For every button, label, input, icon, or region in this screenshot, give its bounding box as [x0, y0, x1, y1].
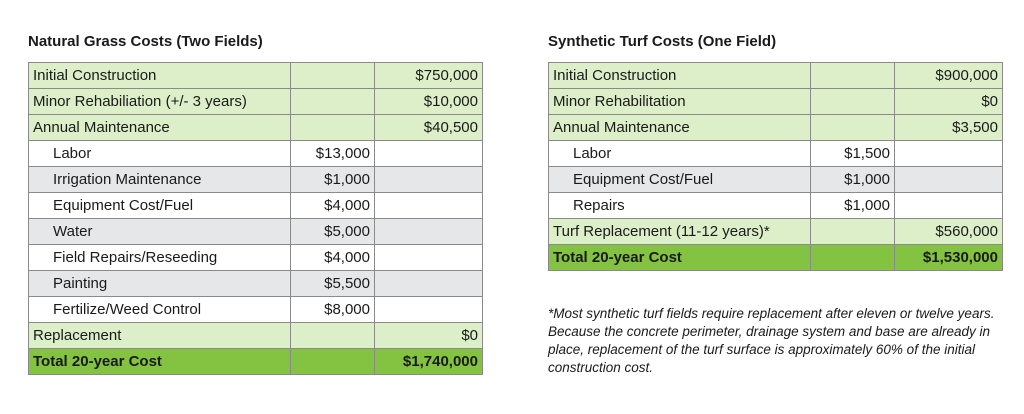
row-total-value: $900,000: [894, 62, 1003, 89]
row-sub-value: [810, 244, 895, 271]
row-label: Initial Construction: [28, 62, 291, 89]
table-row: Initial Construction $750,000: [28, 62, 483, 89]
table-row: Minor Rehabilitation $0: [548, 88, 1003, 115]
table-row: Annual Maintenance $3,500: [548, 114, 1003, 141]
row-sub-value: [810, 218, 895, 245]
table-row: Field Repairs/Reseeding $4,000: [28, 244, 483, 271]
table-row: Replacement $0: [28, 322, 483, 349]
synthetic-turf-title: Synthetic Turf Costs (One Field): [548, 33, 777, 50]
row-sub-value: [290, 322, 375, 349]
total-row: Total 20-year Cost $1,530,000: [548, 244, 1003, 271]
row-sub-value: [290, 114, 375, 141]
row-sub-value: $1,000: [290, 166, 375, 193]
row-label: Initial Construction: [548, 62, 811, 89]
row-label: Replacement: [28, 322, 291, 349]
row-sub-value: $1,500: [810, 140, 895, 167]
natural-grass-panel: Natural Grass Costs (Two Fields) Initial…: [28, 32, 483, 375]
row-label: Fertilize/Weed Control: [28, 296, 291, 323]
row-total-value: $10,000: [374, 88, 483, 115]
table-row: Minor Rehabiliation (+/- 3 years) $10,00…: [28, 88, 483, 115]
row-sub-value: [290, 88, 375, 115]
row-total-value: [374, 166, 483, 193]
synthetic-turf-panel: Synthetic Turf Costs (One Field) Initial…: [548, 32, 1003, 377]
total-label: Total 20-year Cost: [548, 244, 811, 271]
row-label: Field Repairs/Reseeding: [28, 244, 291, 271]
table-row: Turf Replacement (11-12 years)* $560,000: [548, 218, 1003, 245]
row-total-value: $750,000: [374, 62, 483, 89]
row-total-value: [894, 166, 1003, 193]
row-sub-value: $4,000: [290, 192, 375, 219]
table-row: Equipment Cost/Fuel $1,000: [548, 166, 1003, 193]
synthetic-turf-table: Initial Construction $900,000 Minor Reha…: [548, 62, 1003, 271]
row-label: Annual Maintenance: [28, 114, 291, 141]
total-row: Total 20-year Cost $1,740,000: [28, 348, 483, 375]
row-sub-value: $5,500: [290, 270, 375, 297]
row-label: Minor Rehabiliation (+/- 3 years): [28, 88, 291, 115]
row-label: Painting: [28, 270, 291, 297]
table-row: Labor $13,000: [28, 140, 483, 167]
row-label: Turf Replacement (11-12 years)*: [548, 218, 811, 245]
row-label: Water: [28, 218, 291, 245]
row-label: Irrigation Maintenance: [28, 166, 291, 193]
table-row: Painting $5,500: [28, 270, 483, 297]
total-value: $1,740,000: [374, 348, 483, 375]
row-label: Minor Rehabilitation: [548, 88, 811, 115]
row-total-value: $40,500: [374, 114, 483, 141]
row-sub-value: [810, 62, 895, 89]
row-sub-value: $1,000: [810, 166, 895, 193]
row-sub-value: $5,000: [290, 218, 375, 245]
row-total-value: [374, 244, 483, 271]
natural-grass-title: Natural Grass Costs (Two Fields): [28, 33, 263, 50]
row-total-value: [374, 192, 483, 219]
table-row: Annual Maintenance $40,500: [28, 114, 483, 141]
row-label: Equipment Cost/Fuel: [28, 192, 291, 219]
row-sub-value: $1,000: [810, 192, 895, 219]
row-sub-value: [290, 62, 375, 89]
row-label: Equipment Cost/Fuel: [548, 166, 811, 193]
row-total-value: [894, 140, 1003, 167]
row-sub-value: $4,000: [290, 244, 375, 271]
row-sub-value: $8,000: [290, 296, 375, 323]
replacement-footnote: *Most synthetic turf fields require repl…: [548, 306, 995, 375]
row-total-value: $3,500: [894, 114, 1003, 141]
table-row: Initial Construction $900,000: [548, 62, 1003, 89]
row-label: Labor: [548, 140, 811, 167]
natural-grass-table: Initial Construction $750,000 Minor Reha…: [28, 62, 483, 375]
row-total-value: [374, 218, 483, 245]
row-total-value: [894, 192, 1003, 219]
total-label: Total 20-year Cost: [28, 348, 291, 375]
row-sub-value: [290, 348, 375, 375]
row-total-value: $560,000: [894, 218, 1003, 245]
row-total-value: [374, 270, 483, 297]
row-label: Repairs: [548, 192, 811, 219]
table-row: Labor $1,500: [548, 140, 1003, 167]
row-total-value: $0: [374, 322, 483, 349]
row-sub-value: [810, 88, 895, 115]
table-row: Fertilize/Weed Control $8,000: [28, 296, 483, 323]
row-sub-value: $13,000: [290, 140, 375, 167]
row-total-value: [374, 140, 483, 167]
row-label: Labor: [28, 140, 291, 167]
table-row: Irrigation Maintenance $1,000: [28, 166, 483, 193]
table-row: Equipment Cost/Fuel $4,000: [28, 192, 483, 219]
row-sub-value: [810, 114, 895, 141]
total-value: $1,530,000: [894, 244, 1003, 271]
row-total-value: [374, 296, 483, 323]
table-row: Water $5,000: [28, 218, 483, 245]
table-row: Repairs $1,000: [548, 192, 1003, 219]
row-total-value: $0: [894, 88, 1003, 115]
row-label: Annual Maintenance: [548, 114, 811, 141]
